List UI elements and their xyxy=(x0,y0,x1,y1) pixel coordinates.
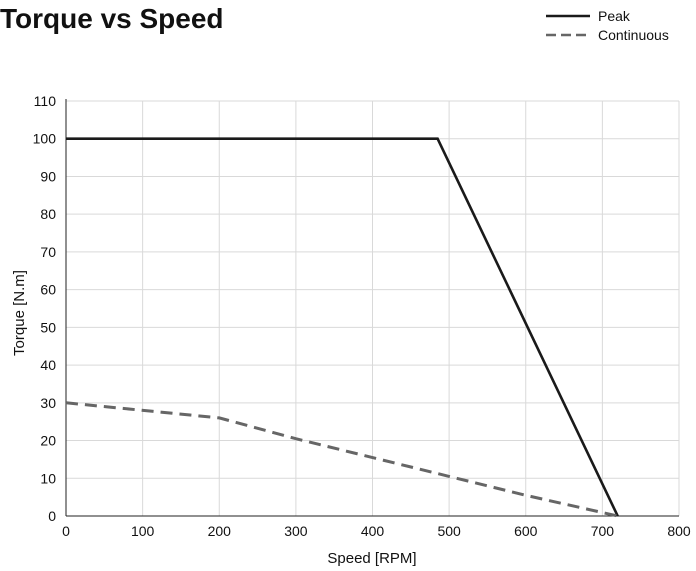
x-tick-label-100: 100 xyxy=(131,523,155,539)
x-tick-label-200: 200 xyxy=(208,523,232,539)
y-tick-label-80: 80 xyxy=(40,206,56,222)
y-tick-label-0: 0 xyxy=(48,508,56,524)
y-axis-label: Torque [N.m] xyxy=(11,270,28,356)
x-tick-label-500: 500 xyxy=(437,523,461,539)
tick-labels: 0 100 200 300 400 500 600 700 800 0 10 20 30 40 50 60 70… xyxy=(33,93,691,539)
x-tick-label-700: 700 xyxy=(591,523,615,539)
grid xyxy=(66,100,680,516)
legend: Peak Continuous xyxy=(546,8,669,43)
y-tick-label-100: 100 xyxy=(33,131,57,147)
series-line-peak xyxy=(66,137,619,517)
y-tick-label-70: 70 xyxy=(40,244,56,260)
y-tick-label-20: 20 xyxy=(40,433,56,449)
x-axis-label: Speed [RPM] xyxy=(327,550,416,567)
series-line-continuous xyxy=(65,401,619,518)
legend-label-peak: Peak xyxy=(598,8,631,24)
x-tick-label-300: 300 xyxy=(284,523,308,539)
y-tick-label-50: 50 xyxy=(40,319,56,335)
series-lines xyxy=(65,137,619,518)
y-tick-label-40: 40 xyxy=(40,357,56,373)
legend-label-continuous: Continuous xyxy=(598,27,669,43)
x-tick-label-600: 600 xyxy=(514,523,538,539)
y-tick-label-10: 10 xyxy=(40,470,56,486)
x-tick-label-800: 800 xyxy=(667,523,691,539)
x-tick-label-400: 400 xyxy=(361,523,385,539)
y-tick-label-110: 110 xyxy=(34,93,57,109)
axes xyxy=(65,99,679,517)
y-tick-label-30: 30 xyxy=(40,395,56,411)
y-tick-label-90: 90 xyxy=(40,168,56,184)
chart-title: Torque vs Speed xyxy=(0,3,224,34)
y-tick-label-60: 60 xyxy=(40,282,56,298)
x-tick-label-0: 0 xyxy=(62,523,70,539)
